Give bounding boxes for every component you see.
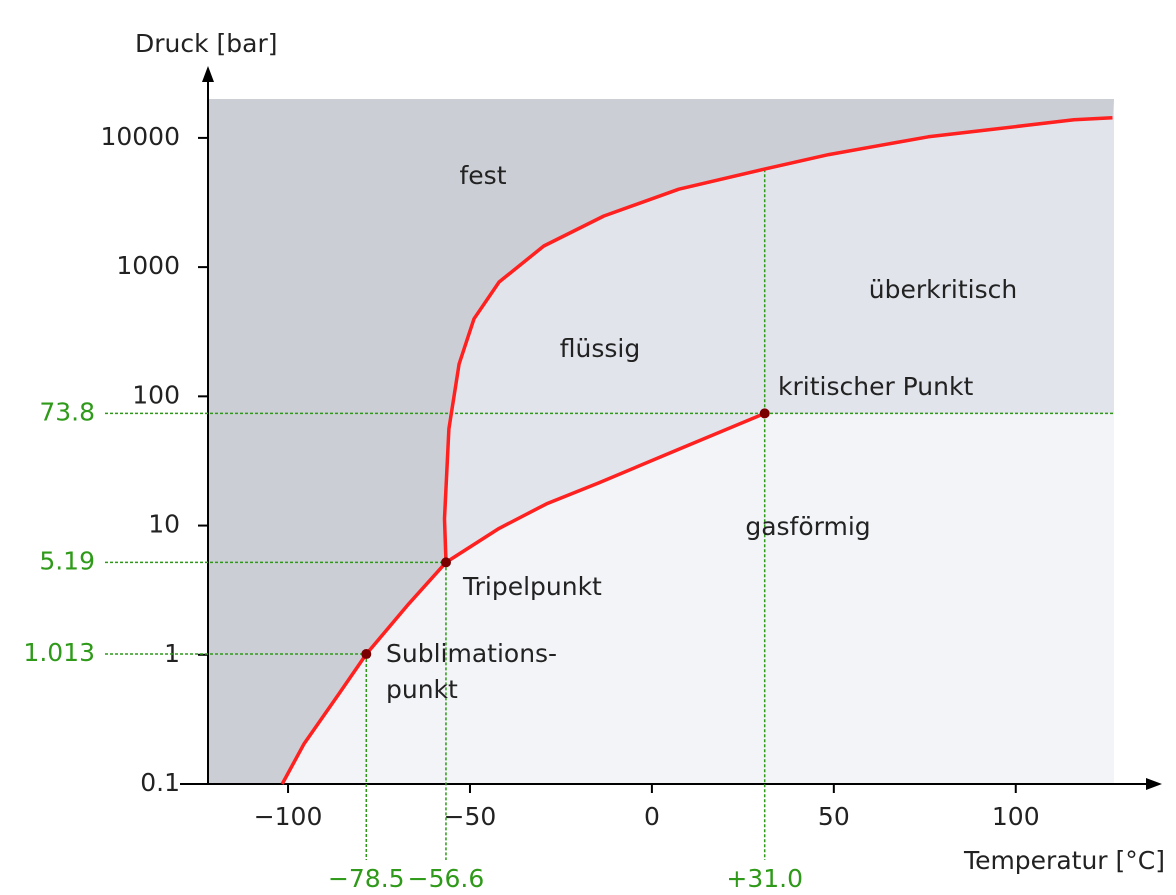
point: [440, 557, 451, 568]
region-label: gasförmig: [745, 512, 870, 541]
y-tick-label: 0.1: [140, 768, 180, 797]
y-tick-label: 100: [132, 380, 180, 409]
y-guide-label: 5.19: [39, 546, 95, 575]
x-axis-arrow: [1146, 778, 1162, 790]
y-tick-label: 10: [148, 510, 180, 539]
x-guide-label: −56.6: [408, 864, 485, 893]
point-label: Sublimations-: [386, 639, 557, 668]
x-tick-label: −100: [254, 802, 323, 831]
solid-region: [208, 99, 1114, 784]
region-label: fest: [459, 161, 506, 190]
point-label: Tripelpunkt: [462, 572, 602, 601]
region-label: flüssig: [560, 334, 640, 363]
y-guide-label: 1.013: [23, 638, 95, 667]
phase-curve: [280, 561, 448, 785]
phase-curve: [445, 411, 766, 564]
x-tick-label: 100: [992, 802, 1040, 831]
x-guide-label: −78.5: [328, 864, 405, 893]
y-tick-label: 1000: [116, 251, 180, 280]
x-axis-title: Temperatur [°C]: [963, 846, 1165, 875]
point: [361, 649, 372, 660]
point: [759, 408, 770, 419]
y-tick-label: 1: [164, 639, 180, 668]
point-label: kritischer Punkt: [778, 372, 973, 401]
x-guide-label: +31.0: [726, 864, 803, 893]
y-axis-title: Druck [bar]: [135, 29, 278, 58]
x-tick-label: 0: [644, 802, 660, 831]
y-axis-arrow: [202, 66, 214, 82]
y-guide-label: 73.8: [39, 397, 95, 426]
region-label: überkritisch: [869, 275, 1017, 304]
x-tick-label: 50: [818, 802, 850, 831]
point-label: punkt: [386, 675, 458, 704]
phase-curve: [442, 116, 1113, 563]
x-tick-label: −50: [444, 802, 497, 831]
y-tick-label: 10000: [100, 122, 180, 151]
